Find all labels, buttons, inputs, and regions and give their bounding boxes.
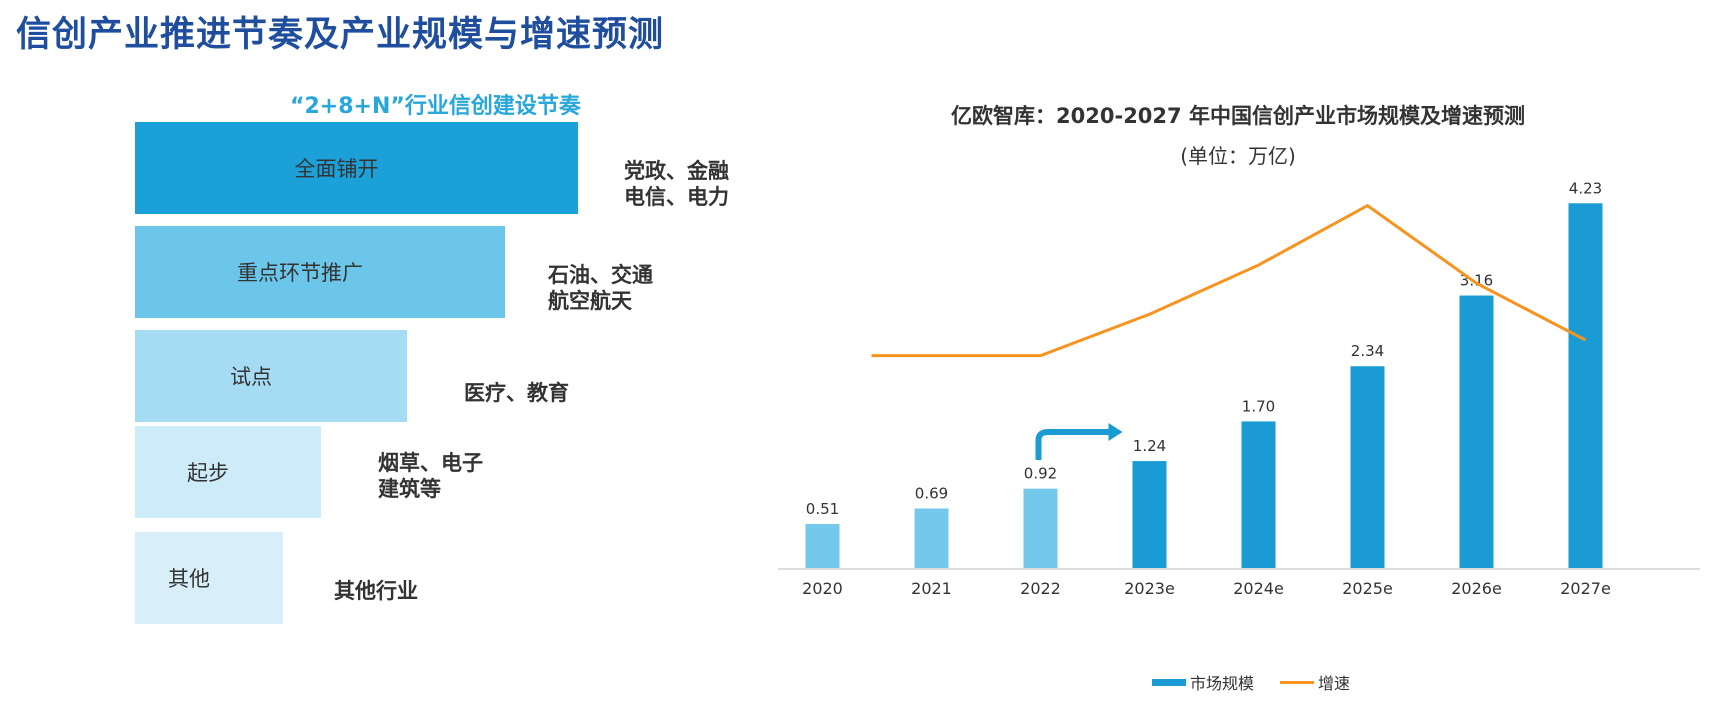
tier-note-3: 医疗、教育 bbox=[464, 380, 569, 406]
legend-item-bar: 市场规模 bbox=[1152, 670, 1254, 694]
left-panel: “2+8+N”行业信创建设节奏 全面铺开 党政、金融 电信、电力 重点环节推广 … bbox=[0, 80, 760, 704]
bar-value-label: 2.34 bbox=[1351, 342, 1384, 360]
tier-note-2: 石油、交通 航空航天 bbox=[548, 262, 653, 314]
page-title: 信创产业推进节奏及产业规模与增速预测 bbox=[16, 15, 665, 55]
tier-note-line: 其他行业 bbox=[334, 579, 418, 603]
tier-note-1: 党政、金融 电信、电力 bbox=[624, 158, 729, 210]
bar-value-label: 0.92 bbox=[1024, 465, 1057, 483]
chart-subtitle: (单位：万亿) bbox=[1180, 144, 1296, 168]
bar-value-label: 1.70 bbox=[1242, 397, 1275, 415]
x-tick-label: 2024e bbox=[1233, 579, 1284, 598]
tier-note-line: 烟草、电子 bbox=[378, 451, 483, 475]
tier-bar-2: 重点环节推广 bbox=[135, 226, 505, 318]
tier-note-line: 党政、金融 bbox=[624, 159, 729, 183]
tier-note-line: 医疗、教育 bbox=[464, 381, 569, 405]
x-tick-label: 2027e bbox=[1560, 579, 1611, 598]
legend-swatch-line bbox=[1280, 680, 1315, 684]
tier-bar-3: 试点 bbox=[135, 330, 407, 422]
x-tick-label: 2026e bbox=[1451, 579, 1502, 598]
bar-value-label: 1.24 bbox=[1133, 437, 1166, 455]
tier-label: 其他 bbox=[168, 567, 210, 591]
tier-note-line: 建筑等 bbox=[378, 477, 441, 501]
tier-note-line: 石油、交通 bbox=[548, 263, 653, 287]
tier-bar-1: 全面铺开 bbox=[135, 122, 578, 214]
trend-arrow bbox=[1035, 429, 1109, 460]
tier-label: 试点 bbox=[230, 365, 272, 389]
legend-label: 市场规模 bbox=[1190, 674, 1255, 693]
tier-note-line: 航空航天 bbox=[548, 289, 632, 313]
bar-2026e bbox=[1459, 295, 1494, 568]
x-tick-label: 2022 bbox=[1020, 579, 1061, 598]
tier-label: 重点环节推广 bbox=[237, 261, 363, 285]
tier-note-4: 烟草、电子 建筑等 bbox=[378, 450, 483, 502]
chart-title: 亿欧智库：2020-2027 年中国信创产业市场规模及增速预测 bbox=[951, 104, 1525, 128]
tier-note-5: 其他行业 bbox=[334, 578, 418, 604]
tier-label: 全面铺开 bbox=[294, 157, 379, 181]
tier-bar-5: 其他 bbox=[135, 532, 283, 624]
bar-2022 bbox=[1023, 488, 1058, 568]
x-tick-label: 2023e bbox=[1124, 579, 1175, 598]
legend-swatch-bar bbox=[1152, 678, 1186, 686]
tier-note-line: 电信、电力 bbox=[624, 185, 729, 209]
trend-arrow-head bbox=[1108, 423, 1123, 441]
left-panel-title: “2+8+N”行业信创建设节奏 bbox=[290, 94, 581, 119]
growth-line bbox=[871, 203, 1587, 358]
chart-legend: 市场规模 增速 bbox=[1152, 670, 1350, 694]
x-tick-label: 2025e bbox=[1342, 579, 1393, 598]
x-tick-label: 2020 bbox=[802, 579, 843, 598]
bar-value-label: 4.23 bbox=[1569, 179, 1602, 197]
bar-2027e bbox=[1568, 203, 1603, 568]
bar-value-label: 0.69 bbox=[915, 485, 948, 503]
bar-value-label: 0.51 bbox=[806, 500, 839, 518]
bar-2020 bbox=[805, 524, 840, 568]
x-tick-label: 2021 bbox=[911, 579, 952, 598]
tier-bar-4: 起步 bbox=[135, 426, 321, 518]
legend-label: 增速 bbox=[1318, 674, 1351, 693]
chart-plot: 0.51 2020 0.69 2021 0.92 2022 1.24 2023e 1.70 202… bbox=[778, 179, 1700, 598]
bar-2021 bbox=[914, 508, 949, 568]
bar-2024e bbox=[1241, 421, 1276, 568]
tier-label: 起步 bbox=[187, 461, 229, 485]
bar-2023e bbox=[1132, 461, 1167, 568]
bar-2025e bbox=[1350, 366, 1385, 568]
legend-item-line: 增速 bbox=[1280, 670, 1350, 694]
chart-panel: 0.51 2020 0.69 2021 0.92 2022 1.24 2023e 1.70 202… bbox=[760, 80, 1716, 704]
